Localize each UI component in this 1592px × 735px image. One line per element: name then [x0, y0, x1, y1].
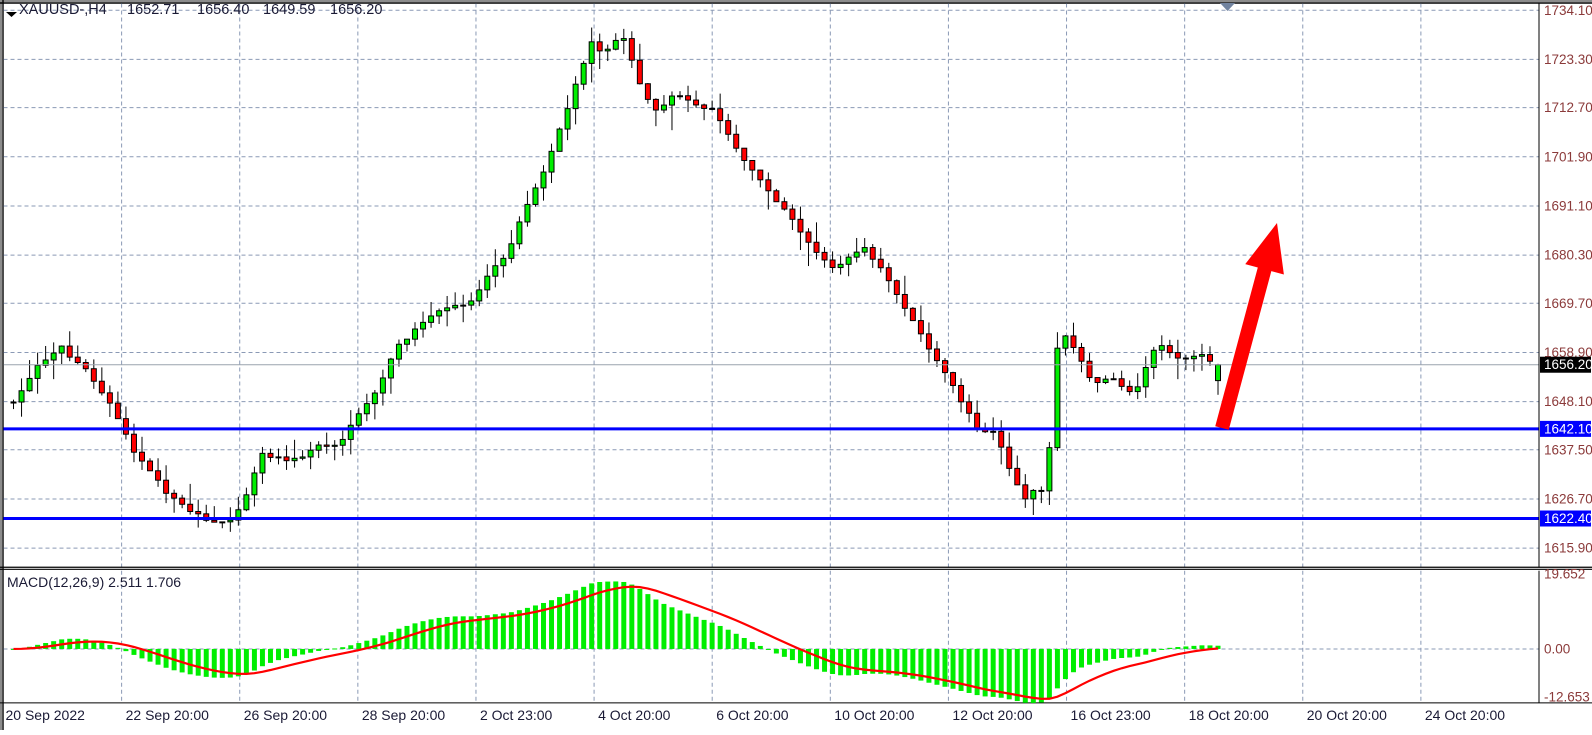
svg-text:1734.10: 1734.10: [1544, 3, 1592, 18]
svg-text:20 Sep 2022: 20 Sep 2022: [6, 707, 86, 723]
svg-text:1648.10: 1648.10: [1544, 394, 1592, 409]
svg-text:1656.20: 1656.20: [330, 2, 382, 18]
svg-text:12 Oct 20:00: 12 Oct 20:00: [952, 707, 1032, 723]
svg-text:1637.50: 1637.50: [1544, 442, 1592, 457]
svg-text:1691.10: 1691.10: [1544, 198, 1592, 213]
svg-text:1649.59: 1649.59: [263, 2, 315, 18]
svg-text:1615.90: 1615.90: [1544, 541, 1592, 556]
svg-text:4 Oct 20:00: 4 Oct 20:00: [598, 707, 671, 723]
svg-text:18 Oct 20:00: 18 Oct 20:00: [1189, 707, 1269, 723]
svg-text:XAUUSD-,H4: XAUUSD-,H4: [19, 2, 107, 18]
svg-text:1701.90: 1701.90: [1544, 149, 1592, 164]
svg-text:16 Oct 23:00: 16 Oct 23:00: [1071, 707, 1151, 723]
svg-text:20 Oct 20:00: 20 Oct 20:00: [1307, 707, 1387, 723]
svg-text:1642.10: 1642.10: [1544, 421, 1592, 436]
svg-text:24 Oct 20:00: 24 Oct 20:00: [1425, 707, 1505, 723]
svg-text:1652.71: 1652.71: [127, 2, 179, 18]
svg-text:10 Oct 20:00: 10 Oct 20:00: [834, 707, 914, 723]
svg-text:0.00: 0.00: [1544, 641, 1570, 656]
svg-text:1656.20: 1656.20: [1544, 357, 1592, 372]
svg-text:MACD(12,26,9) 2.511 1.706: MACD(12,26,9) 2.511 1.706: [7, 574, 181, 590]
svg-text:2 Oct 23:00: 2 Oct 23:00: [480, 707, 553, 723]
svg-text:6 Oct 20:00: 6 Oct 20:00: [716, 707, 789, 723]
svg-text:1656.40: 1656.40: [197, 2, 249, 18]
svg-text:19.652: 19.652: [1544, 567, 1585, 582]
svg-text:28 Sep 20:00: 28 Sep 20:00: [362, 707, 446, 723]
svg-text:-12.653: -12.653: [1544, 690, 1590, 705]
svg-text:1622.40: 1622.40: [1544, 511, 1592, 526]
svg-text:1680.30: 1680.30: [1544, 248, 1592, 263]
svg-text:1712.70: 1712.70: [1544, 100, 1592, 115]
svg-text:22 Sep 20:00: 22 Sep 20:00: [126, 707, 210, 723]
svg-text:26 Sep 20:00: 26 Sep 20:00: [244, 707, 328, 723]
svg-text:1669.70: 1669.70: [1544, 296, 1592, 311]
svg-text:1626.70: 1626.70: [1544, 491, 1592, 506]
svg-text:1723.30: 1723.30: [1544, 52, 1592, 67]
